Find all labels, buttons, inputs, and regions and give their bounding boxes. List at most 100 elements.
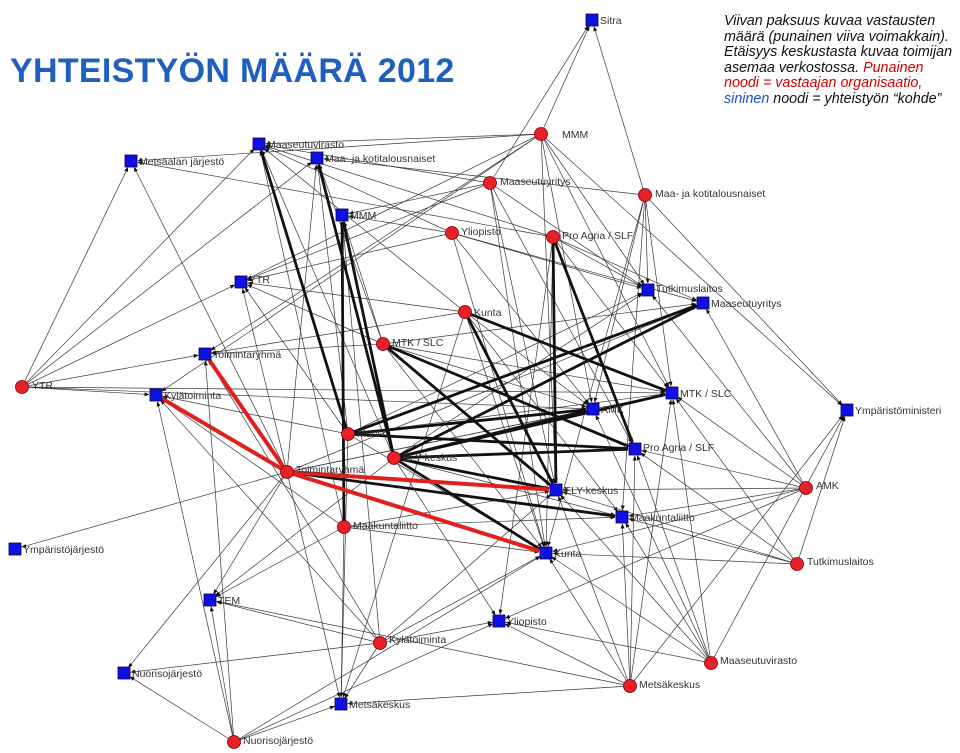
edge-thin: [21, 148, 255, 388]
edge-thin: [347, 292, 643, 435]
edge-thin: [233, 705, 335, 743]
edge-thin: [21, 386, 587, 411]
edge-thin: [629, 455, 637, 687]
node-label: Maaseutuvirasto: [720, 655, 797, 667]
edge-thin: [451, 232, 697, 302]
edge-thin: [677, 396, 807, 489]
node-label: Kylätoiminta: [164, 390, 221, 402]
target-node-marker: [8, 542, 22, 556]
edge-thin: [504, 623, 631, 687]
edge-thin: [382, 343, 543, 548]
edge-thin: [629, 399, 673, 687]
edge-thin: [562, 491, 798, 565]
respondent-node-marker: [445, 226, 459, 240]
respondent-node-marker: [799, 481, 813, 495]
edge-thin: [379, 556, 541, 644]
legend-text: Viivan paksuus kuvaa vastausten määrä (p…: [724, 13, 960, 108]
edge-thick: [340, 221, 346, 528]
target-node: YTR: [234, 274, 270, 289]
edge-thin: [211, 343, 384, 356]
node-label: Ympäristöministeri: [855, 405, 941, 417]
edge-thin: [343, 515, 616, 528]
edge-thin: [382, 343, 587, 408]
edge-thin: [710, 415, 844, 664]
node-label: ELY-keskus: [564, 485, 618, 497]
target-node: Maaseutuyritys: [696, 296, 782, 310]
target-node: ELY-keskus: [549, 483, 618, 497]
edge-thin: [265, 133, 542, 146]
node-label: Maakuntaliitto: [353, 520, 418, 532]
node-label: Nuorisojärjestö: [243, 735, 313, 747]
edge-thin: [451, 232, 642, 289]
edge-thin: [451, 232, 589, 404]
edge-thin: [593, 26, 646, 196]
edge-thin: [547, 194, 646, 547]
respondent-node-marker: [280, 465, 294, 479]
target-node-marker: [149, 388, 163, 402]
node-label: Ympäristöjärjestö: [23, 544, 104, 556]
edge-thin: [161, 398, 345, 528]
edge-thin: [21, 166, 129, 388]
edge-thick: [347, 304, 697, 436]
edge-thin: [348, 214, 453, 234]
edge-thick: [551, 236, 558, 484]
target-node: Tutkimuslaitos: [641, 283, 723, 297]
edge-thin: [552, 236, 643, 287]
target-node-marker: [696, 296, 710, 310]
edge-thin: [644, 194, 650, 284]
edge-thin: [203, 360, 235, 743]
target-node-marker: [840, 403, 854, 417]
target-node-marker: [492, 614, 506, 628]
node-label: Maa- ja kotitalousnaiset: [655, 188, 765, 200]
node-label: Nuorisojärjestö: [132, 668, 202, 680]
edge-thick: [551, 236, 634, 443]
target-node: Ympäristöjärjestö: [8, 542, 104, 556]
node-label: Metsäkeskus: [639, 679, 700, 691]
edge-thick: [347, 408, 587, 436]
edge-thin: [128, 471, 288, 668]
target-node-marker: [124, 154, 138, 168]
edge-thin: [259, 150, 345, 528]
target-node-marker: [665, 386, 679, 400]
edge-thin: [261, 149, 395, 459]
edge-thin: [348, 182, 491, 215]
edge-thin: [675, 398, 798, 565]
edge-thin: [540, 25, 590, 135]
legend-red-node: Punainen noodi = vastaajan organisaatio,: [724, 59, 924, 92]
edge-thin: [247, 281, 466, 313]
edge-thin: [641, 449, 807, 489]
node-label: Maa- ja kotitalousnaiset: [325, 153, 435, 165]
respondent-node: ELY-keskus: [387, 451, 457, 465]
edge-thin: [464, 311, 545, 547]
edge-thin: [21, 354, 199, 388]
node-label: MMM: [562, 129, 588, 141]
target-node: Toimintaryhmä: [198, 347, 281, 361]
edge-thin: [379, 494, 552, 644]
edge-thin: [241, 288, 288, 473]
edge-thin: [540, 133, 670, 388]
edge-thin: [640, 452, 798, 565]
respondent-node: Metsäkeskus: [623, 679, 700, 693]
edge-thin: [629, 415, 843, 687]
legend-blue-node: sininen: [724, 90, 770, 107]
edge-thin: [156, 401, 235, 743]
respondent-node: MMM: [534, 127, 588, 141]
edge-thin: [21, 284, 236, 388]
node-label: Kunta: [474, 307, 502, 319]
edge-thin: [286, 409, 587, 473]
edge-thin: [137, 161, 554, 238]
target-node: Ympäristöministeri: [840, 403, 941, 417]
target-node-marker: [539, 546, 553, 560]
edge-thick: [317, 164, 396, 459]
respondent-node-marker: [458, 305, 472, 319]
target-node: Metsäkeskus: [334, 697, 410, 711]
edge-thin: [560, 494, 712, 664]
respondent-node-marker: [387, 451, 401, 465]
node-label: YTR: [32, 380, 53, 392]
edge-strong: [286, 470, 550, 492]
node-label: Yliopisto: [507, 616, 547, 628]
edge-thin: [796, 416, 846, 565]
edge-thin: [540, 133, 558, 484]
respondent-node: Maaseutuvirasto: [704, 655, 797, 670]
